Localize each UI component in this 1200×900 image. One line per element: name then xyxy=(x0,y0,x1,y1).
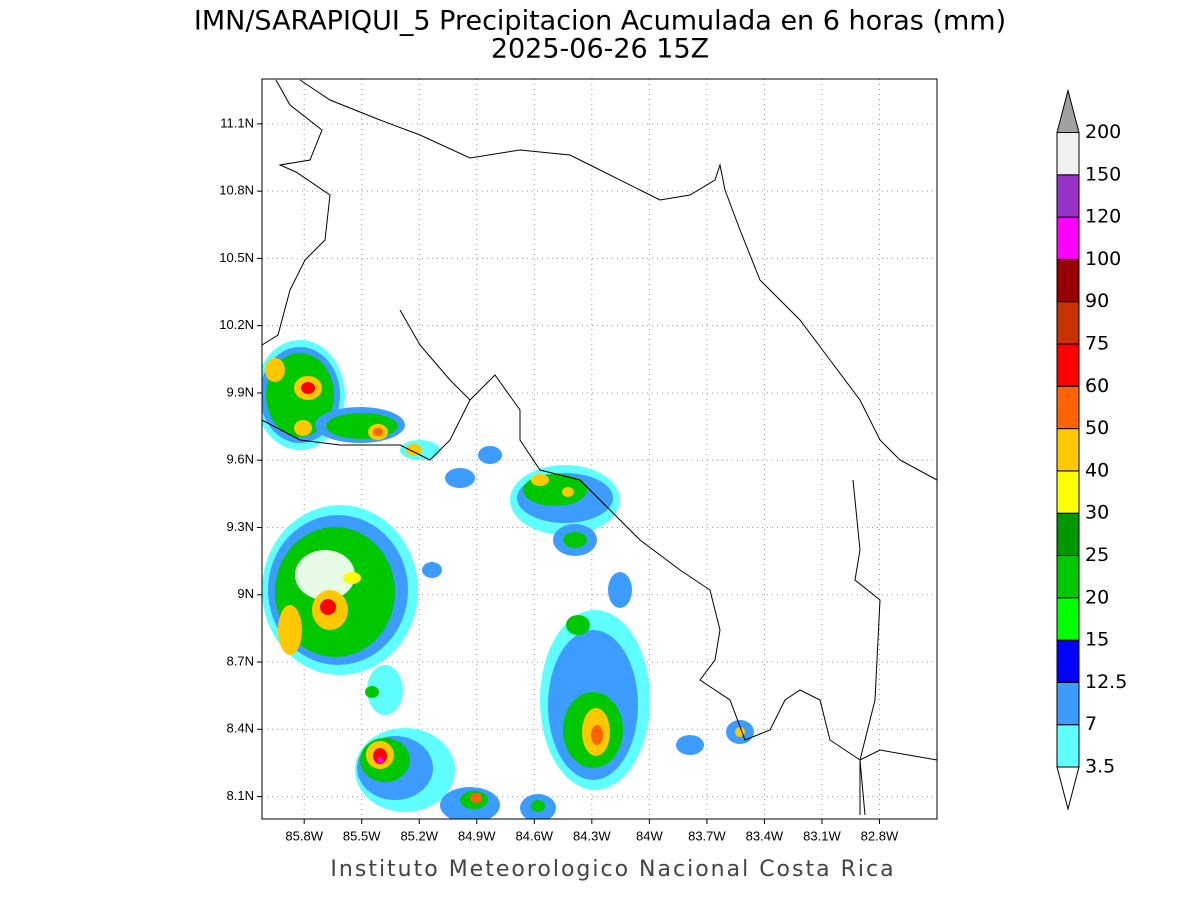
colorbar-label: 15 xyxy=(1085,629,1109,651)
colorbar-box xyxy=(1056,428,1080,472)
colorbar-label: 12.5 xyxy=(1085,671,1127,693)
colorbar-label: 20 xyxy=(1085,586,1109,608)
colorbar-box xyxy=(1056,301,1080,345)
x-tick-label: 83.1W xyxy=(803,828,841,843)
colorbar-box xyxy=(1056,639,1080,683)
colorbar-box xyxy=(1056,512,1080,557)
colorbar-label: 7 xyxy=(1085,713,1097,735)
y-tick-label: 10.5N xyxy=(219,250,254,265)
x-tick-label: 85.8W xyxy=(285,828,323,843)
rain-cluster xyxy=(262,505,418,715)
colorbar-label: 50 xyxy=(1085,417,1109,439)
y-tick-label: 8.1N xyxy=(227,788,254,803)
colorbar-label: 25 xyxy=(1085,544,1109,566)
colorbar-box xyxy=(1056,681,1080,726)
colorbar-box xyxy=(1056,597,1080,641)
footer: Instituto Meteorologico Nacional Costa R… xyxy=(330,857,895,882)
x-tick-label: 85.5W xyxy=(343,828,381,843)
colorbar-label: 3.5 xyxy=(1085,756,1115,778)
y-tick-label: 10.8N xyxy=(219,183,254,198)
colorbar-over xyxy=(1056,88,1080,133)
colorbar-label: 150 xyxy=(1085,163,1121,185)
plot-frame xyxy=(261,78,938,820)
colorbar-label: 100 xyxy=(1085,248,1121,270)
colorbar-box xyxy=(1056,555,1080,599)
y-tick-label: 9.3N xyxy=(227,519,254,534)
y-tick-label: 10.2N xyxy=(219,317,254,332)
colorbar-label: 200 xyxy=(1085,121,1121,143)
colorbar-box xyxy=(1056,385,1080,430)
subtitle: 2025-06-26 15Z xyxy=(491,34,709,65)
colorbar-under xyxy=(1056,766,1080,811)
x-tick-label: 83.4W xyxy=(746,828,784,843)
colorbar-label: 120 xyxy=(1085,206,1121,228)
precipitation xyxy=(262,340,754,819)
colorbar-box xyxy=(1056,470,1080,514)
colorbar-label: 90 xyxy=(1085,290,1109,312)
x-tick-label: 84.3W xyxy=(573,828,611,843)
colorbar-box xyxy=(1056,258,1080,303)
colorbar-box xyxy=(1056,343,1080,387)
colorbar-label: 75 xyxy=(1085,333,1109,355)
x-tick-label: 82.8W xyxy=(861,828,899,843)
y-tick-label: 11.1N xyxy=(220,115,254,130)
y-tick-label: 8.7N xyxy=(227,653,254,668)
x-tick-label: 84.9W xyxy=(458,828,496,843)
colorbar-label: 30 xyxy=(1085,502,1109,524)
y-tick-label: 9.6N xyxy=(227,452,254,467)
colorbar-box xyxy=(1056,216,1080,260)
title: IMN/SARAPIQUI_5 Precipitacion Acumulada … xyxy=(194,6,1006,37)
colorbar-box xyxy=(1056,724,1080,768)
y-tick-label: 9.9N xyxy=(227,384,254,399)
y-tick-label: 8.4N xyxy=(227,721,254,736)
colorbar-box xyxy=(1056,132,1080,176)
colorbar-box xyxy=(1056,174,1080,218)
colorbar: 3.5 7 12.5 15 20 25 30 40 50 60 75 90 100 120 150 200 xyxy=(1056,88,1127,811)
rain-cluster xyxy=(355,728,556,819)
coastline xyxy=(261,79,938,816)
x-tick-label: 83.7W xyxy=(688,828,726,843)
colorbar-label: 40 xyxy=(1085,459,1109,481)
colorbar-label: 60 xyxy=(1085,375,1109,397)
y-tick-label: 9N xyxy=(237,586,254,601)
x-tick-label: 85.2W xyxy=(400,828,438,843)
rain-cluster xyxy=(262,340,440,460)
x-tick-label: 84W xyxy=(636,828,663,843)
x-tick-label: 84.6W xyxy=(516,828,554,843)
rain-cluster xyxy=(422,446,754,790)
